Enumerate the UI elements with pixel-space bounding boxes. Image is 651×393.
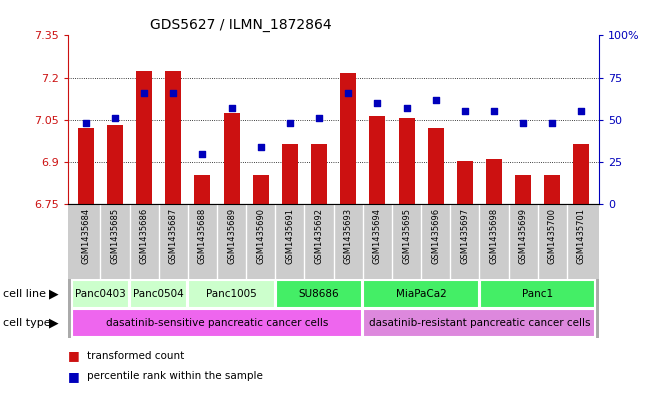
Text: cell type: cell type [3, 318, 51, 328]
Text: transformed count: transformed count [87, 351, 184, 361]
Bar [276, 280, 362, 308]
Bar [544, 175, 561, 204]
Text: cell line: cell line [3, 289, 46, 299]
Point [110, 115, 120, 121]
Text: GSM1435693: GSM1435693 [344, 208, 353, 264]
Point [256, 144, 266, 150]
Bar [253, 175, 269, 204]
Text: GSM1435691: GSM1435691 [285, 208, 294, 264]
Text: ■: ■ [68, 349, 80, 362]
Bar [107, 125, 123, 204]
Point [576, 108, 587, 115]
Point [197, 151, 208, 157]
Point [401, 105, 411, 111]
Text: GSM1435700: GSM1435700 [547, 208, 557, 264]
Text: GSM1435688: GSM1435688 [198, 208, 207, 264]
Text: GSM1435701: GSM1435701 [577, 208, 586, 264]
Text: GDS5627 / ILMN_1872864: GDS5627 / ILMN_1872864 [150, 18, 331, 32]
Bar [486, 159, 502, 204]
Text: Panc0504: Panc0504 [133, 289, 184, 299]
Bar [72, 309, 362, 337]
Bar [130, 280, 187, 308]
Text: GSM1435695: GSM1435695 [402, 208, 411, 264]
Point [547, 120, 557, 127]
Point [430, 96, 441, 103]
Point [314, 115, 324, 121]
Point [81, 120, 91, 127]
Text: Panc0403: Panc0403 [75, 289, 126, 299]
Text: ▶: ▶ [49, 317, 58, 330]
Bar [515, 175, 531, 204]
Bar [223, 113, 240, 204]
Text: Panc1005: Panc1005 [206, 289, 257, 299]
Bar [457, 161, 473, 204]
Point [343, 90, 353, 96]
Text: SU8686: SU8686 [299, 289, 339, 299]
Bar [195, 175, 210, 204]
Point [460, 108, 470, 115]
Bar [428, 129, 444, 204]
Text: GSM1435699: GSM1435699 [519, 208, 527, 264]
Point [139, 90, 149, 96]
Bar [136, 71, 152, 204]
Bar [311, 144, 327, 204]
Bar [363, 280, 479, 308]
Text: GSM1435697: GSM1435697 [460, 208, 469, 264]
Text: GSM1435696: GSM1435696 [431, 208, 440, 264]
Bar [369, 116, 385, 204]
Text: GSM1435698: GSM1435698 [490, 208, 499, 264]
Bar [340, 73, 356, 204]
Text: GSM1435692: GSM1435692 [314, 208, 324, 264]
Text: GSM1435686: GSM1435686 [140, 208, 148, 264]
Text: dasatinib-resistant pancreatic cancer cells: dasatinib-resistant pancreatic cancer ce… [368, 318, 590, 328]
Text: ▶: ▶ [49, 287, 58, 300]
Bar [188, 280, 275, 308]
Point [372, 100, 383, 106]
Bar [72, 280, 129, 308]
Point [227, 105, 237, 111]
Point [284, 120, 295, 127]
Bar [480, 280, 596, 308]
Text: GSM1435687: GSM1435687 [169, 208, 178, 264]
Text: GSM1435689: GSM1435689 [227, 208, 236, 264]
Bar [282, 144, 298, 204]
Bar [363, 309, 596, 337]
Bar [165, 71, 182, 204]
Text: GSM1435694: GSM1435694 [373, 208, 382, 264]
Bar [574, 144, 589, 204]
Bar [78, 129, 94, 204]
Text: GSM1435690: GSM1435690 [256, 208, 265, 264]
Bar [398, 118, 415, 204]
Text: Panc1: Panc1 [522, 289, 553, 299]
Point [489, 108, 499, 115]
Text: ■: ■ [68, 370, 80, 383]
Text: percentile rank within the sample: percentile rank within the sample [87, 371, 262, 381]
Point [168, 90, 178, 96]
Text: GSM1435684: GSM1435684 [81, 208, 90, 264]
Text: dasatinib-sensitive pancreatic cancer cells: dasatinib-sensitive pancreatic cancer ce… [106, 318, 328, 328]
Text: MiaPaCa2: MiaPaCa2 [396, 289, 447, 299]
Text: GSM1435685: GSM1435685 [111, 208, 120, 264]
Point [518, 120, 529, 127]
